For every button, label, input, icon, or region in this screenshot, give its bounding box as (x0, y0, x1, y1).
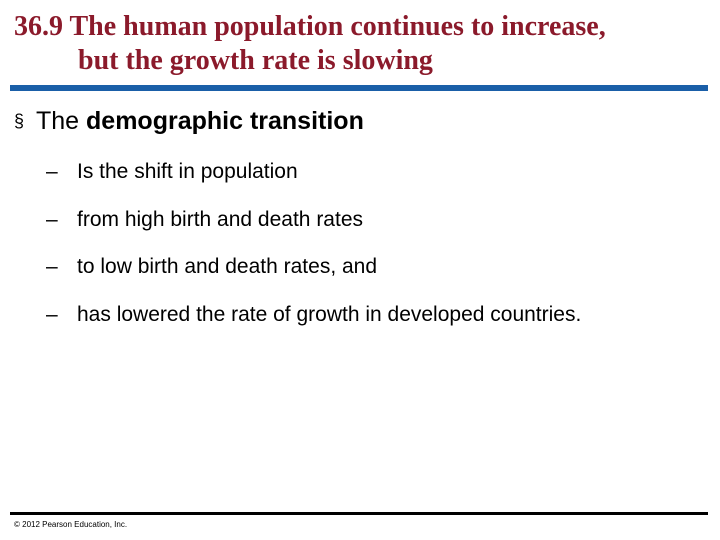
sub-bullet-item: – Is the shift in population (46, 157, 581, 205)
sub-bullet-text: from high birth and death rates (77, 207, 364, 231)
sub-bullet-text: has lowered the rate of growth in develo… (77, 302, 582, 326)
main-bullet: § The demographic transition (14, 105, 364, 137)
section-bullet-icon: § (14, 111, 25, 131)
slide-title-line2: but the growth rate is slowing (78, 45, 433, 76)
dash-icon: – (46, 160, 58, 183)
sub-bullet-item: – to low birth and death rates, and (46, 252, 581, 300)
footer-divider (10, 512, 708, 515)
dash-icon: – (46, 302, 58, 326)
slide-title-line1: 36.9 The human population continues to i… (14, 11, 606, 42)
main-bullet-emphasis: demographic transition (86, 107, 364, 135)
dash-icon: – (46, 207, 58, 231)
main-bullet-prefix: The (36, 107, 87, 135)
title-divider (10, 85, 708, 91)
sub-bullet-item: – has lowered the rate of growth in devel… (46, 300, 581, 348)
slide-title: 36.9 The human population continues to i… (14, 10, 714, 78)
sub-bullet-item: – from high birth and death rates (46, 205, 581, 253)
sub-bullet-text: to low birth and death rates, and (77, 255, 378, 278)
dash-icon: – (46, 255, 58, 278)
copyright-notice: © 2012 Pearson Education, Inc. (14, 520, 128, 529)
sub-bullet-text: Is the shift in population (77, 160, 298, 183)
sub-bullet-list: – Is the shift in population – from high b… (46, 157, 581, 347)
